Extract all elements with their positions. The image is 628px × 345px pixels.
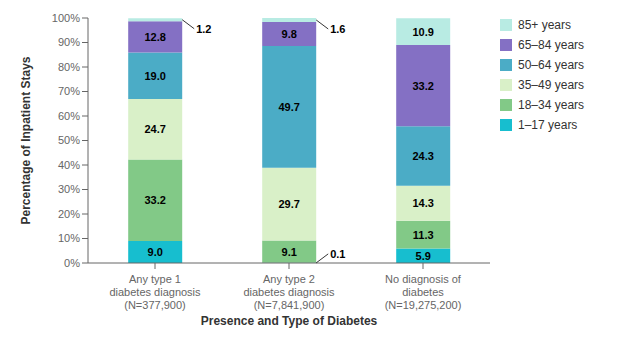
svg-text:Any type 2diabetes diagnosis(N: Any type 2diabetes diagnosis(N=7,841,900… [243,273,335,311]
svg-text:100%: 100% [52,12,80,24]
html-text:18–34 years: 18–34 years [518,98,584,112]
svg-text:40%: 40% [58,159,80,171]
svg-text:70%: 70% [58,85,80,97]
svg-text:24.7: 24.7 [144,123,165,135]
svg-text:Percentage of Inpatient Stays: Percentage of Inpatient Stays [19,56,33,224]
svg-text:Any type 1diabetes diagnosis(N: Any type 1diabetes diagnosis(N=377,900) [109,273,201,311]
svg-text:Presence and Type of Diabetes: Presence and Type of Diabetes [201,314,378,328]
svg-text:80%: 80% [58,61,80,73]
svg-text:11.3: 11.3 [413,229,434,241]
svg-text:12.8: 12.8 [144,31,165,43]
html-text:35–49 years: 35–49 years [518,78,584,92]
svg-text:60%: 60% [58,110,80,122]
svg-text:49.7: 49.7 [278,101,299,113]
svg-text:24.3: 24.3 [412,150,433,162]
svg-text:9.8: 9.8 [282,28,297,40]
html-text:65–84 years: 65–84 years [518,38,584,52]
svg-text:50%: 50% [58,134,80,146]
svg-text:33.2: 33.2 [412,80,433,92]
svg-text:10%: 10% [58,232,80,244]
svg-text:14.3: 14.3 [412,197,433,209]
svg-text:90%: 90% [58,36,80,48]
html-text:1–17 years: 1–17 years [518,118,578,132]
svg-text:30%: 30% [58,183,80,195]
svg-text:9.0: 9.0 [148,246,163,258]
svg-text:5.9: 5.9 [416,250,431,262]
svg-text:1.6: 1.6 [330,23,345,35]
svg-text:19.0: 19.0 [144,70,165,82]
svg-text:0.1: 0.1 [330,248,345,260]
svg-text:29.7: 29.7 [278,198,299,210]
svg-text:33.2: 33.2 [144,194,165,206]
svg-text:0%: 0% [64,257,80,269]
svg-text:No diagnosis ofdiabetes(N=19,2: No diagnosis ofdiabetes(N=19,275,200) [385,273,462,311]
svg-text:9.1: 9.1 [282,246,297,258]
svg-text:10.9: 10.9 [412,26,433,38]
html-text:85+ years: 85+ years [518,18,571,32]
svg-text:20%: 20% [58,208,80,220]
html-text:50–64 years: 50–64 years [518,58,584,72]
svg-text:1.2: 1.2 [196,23,211,35]
